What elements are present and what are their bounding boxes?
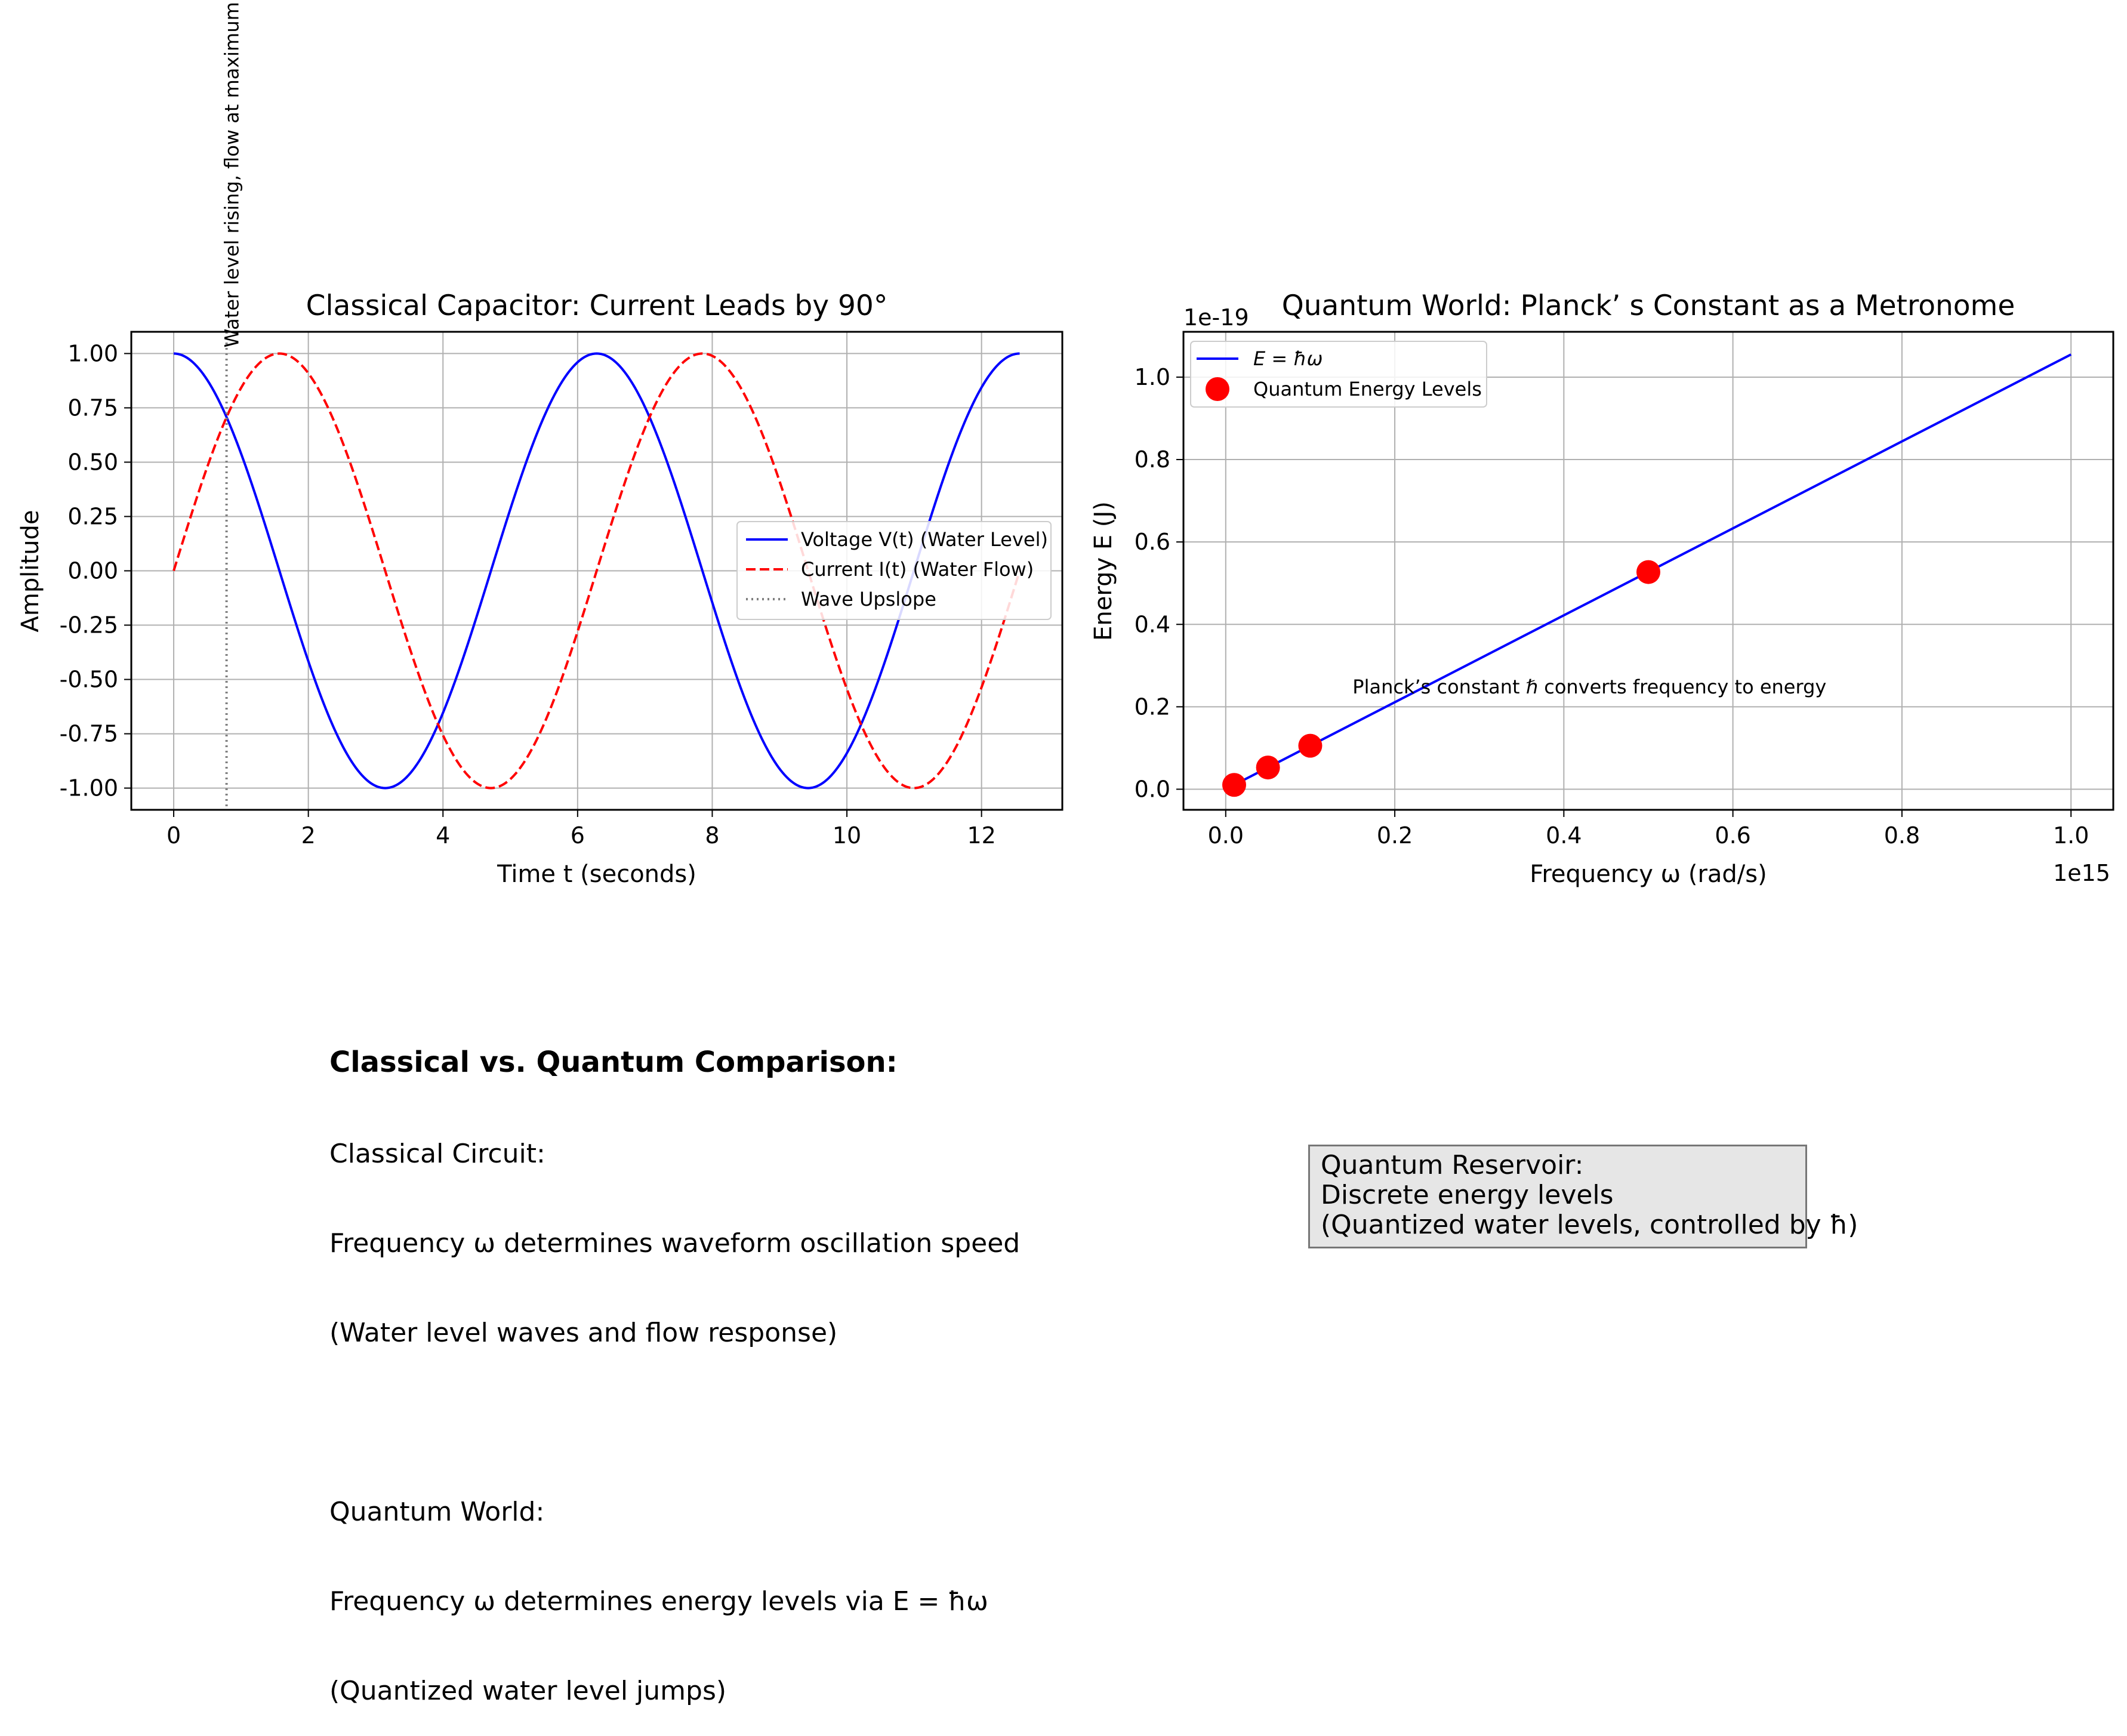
quantum-x-offset: 1e15 xyxy=(2053,860,2110,886)
quantum-y-offset: 1e-19 xyxy=(1183,304,1249,331)
comparison-line: Quantum World: xyxy=(329,1497,545,1527)
comparison-line: (Water level waves and flow response) xyxy=(329,1318,838,1348)
quantum-x-tick-label: 0.4 xyxy=(1546,822,1582,849)
quantum-x-tick-label: 0.2 xyxy=(1377,822,1413,849)
comparison-title: Classical vs. Quantum Comparison: xyxy=(329,1046,898,1079)
quantum-title: Quantum World: Planck’ s Constant as a M… xyxy=(1282,289,2015,322)
reservoir-line: Quantum Reservoir: xyxy=(1321,1150,1584,1180)
quantum-y-tick-label: 1.0 xyxy=(1135,364,1170,390)
quantum-reservoir-box: Quantum Reservoir: Discrete energy level… xyxy=(1308,1145,1858,1248)
legend-energy-levels-label: Quantum Energy Levels xyxy=(1253,378,1482,400)
legend-energy-line-label: E = ħω xyxy=(1253,347,1323,370)
comparison-line: Frequency ω determines energy levels via… xyxy=(329,1586,988,1617)
capacitor-y-tick-label: 0.25 xyxy=(67,503,118,529)
energy-level-point xyxy=(1298,733,1323,758)
quantum-y-tick-label: 0.6 xyxy=(1135,529,1170,555)
quantum-legend-box xyxy=(1190,341,1487,408)
quantum-chart: 0.0 0.2 0.4 0.6 0.8 1.0 0.0 0.2 0.4 0.6 0.8 1.0 Qua… xyxy=(1090,289,2114,888)
capacitor-x-tick-label: 8 xyxy=(705,822,719,849)
capacitor-legend: Voltage V(t) (Water Level) Current I(t) … xyxy=(736,521,1052,620)
quantum-plot-frame xyxy=(1182,331,2114,811)
capacitor-x-tick-label: 4 xyxy=(436,822,450,849)
capacitor-y-tick-label: -0.50 xyxy=(60,667,118,693)
quantum-legend: E = ħω Quantum Energy Levels xyxy=(1190,341,1487,408)
current-series-line xyxy=(172,352,1021,790)
capacitor-x-tick-label: 12 xyxy=(967,822,995,849)
quantum-y-axis-label: Energy E (J) xyxy=(1090,501,1117,641)
reservoir-line: (Quantized water levels, controlled by ħ… xyxy=(1321,1210,1858,1240)
capacitor-series xyxy=(172,332,1021,810)
capacitor-y-tick-label: -1.00 xyxy=(60,775,118,801)
capacitor-y-tick-label: 0.50 xyxy=(67,449,118,475)
energy-level-point xyxy=(1222,773,1246,797)
capacitor-chart: 0 2 4 6 8 10 12 1.00 0.75 0.50 0.25 0.00 -0.25 -0.50 -… xyxy=(17,2,1064,888)
comparison-line xyxy=(329,1408,1020,1438)
capacitor-x-tick-label: 0 xyxy=(167,822,181,849)
quantum-x-tick-label: 0.8 xyxy=(1884,822,1920,849)
legend-voltage-label: Voltage V(t) (Water Level) xyxy=(801,528,1048,551)
quantum-x-tick-label: 0.6 xyxy=(1715,822,1750,849)
comparison-line: (Quantized water level jumps) xyxy=(329,1676,727,1706)
figure: 0 2 4 6 8 10 12 1.00 0.75 0.50 0.25 0.00 -0.25 -0.50 -… xyxy=(17,2,2114,888)
comparison-line: Frequency ω determines waveform oscillat… xyxy=(329,1228,1021,1259)
capacitor-y-tick-label: 1.00 xyxy=(67,340,118,366)
quantum-y-tick-label: 0.8 xyxy=(1135,446,1170,473)
capacitor-y-tick-label: -0.25 xyxy=(60,612,118,639)
legend-current-label: Current I(t) (Water Flow) xyxy=(801,558,1034,581)
capacitor-y-tick-label: -0.75 xyxy=(60,721,118,747)
voltage-series-line xyxy=(173,352,1020,790)
energy-level-point xyxy=(1256,756,1280,780)
legend-energy-levels-swatch xyxy=(1206,377,1229,401)
quantum-annotation: Planck’s constant ℏ converts frequency t… xyxy=(1352,676,1826,698)
capacitor-annotation: Water level rising, flow at maximum xyxy=(221,2,243,347)
capacitor-legend-box xyxy=(736,521,1052,620)
capacitor-x-axis-label: Time t (seconds) xyxy=(497,861,696,888)
quantum-y-tick-label: 0.2 xyxy=(1135,693,1170,720)
legend-upslope-label: Wave Upslope xyxy=(801,588,936,610)
capacitor-x-tick-label: 6 xyxy=(571,822,585,849)
comparison-summary: Classical vs. Quantum Comparison: Classi… xyxy=(329,988,1020,1736)
energy-level-point xyxy=(1636,560,1660,584)
capacitor-y-tick-label: 0.75 xyxy=(67,394,118,421)
capacitor-title: Classical Capacitor: Current Leads by 90… xyxy=(306,289,888,322)
capacitor-y-tick-label: 0.00 xyxy=(67,558,118,584)
comparison-line: Classical Circuit: xyxy=(329,1139,545,1169)
reservoir-line: Discrete energy levels xyxy=(1321,1180,1614,1210)
quantum-x-axis-label: Frequency ω (rad/s) xyxy=(1530,861,1767,888)
quantum-y-tick-label: 0.4 xyxy=(1135,611,1170,637)
quantum-y-tick-label: 0.0 xyxy=(1135,776,1170,802)
quantum-ticks: 0.0 0.2 0.4 0.6 0.8 1.0 0.0 0.2 0.4 0.6 0.8 1.0 xyxy=(1135,364,2089,849)
capacitor-x-tick-label: 10 xyxy=(833,822,861,849)
quantum-grid xyxy=(1183,332,2113,810)
quantum-x-tick-label: 1.0 xyxy=(2053,822,2089,849)
capacitor-y-axis-label: Amplitude xyxy=(17,510,44,633)
capacitor-ticks: 0 2 4 6 8 10 12 1.00 0.75 0.50 0.25 0.00 -0.25 -0.50 -… xyxy=(60,340,996,849)
quantum-x-tick-label: 0.0 xyxy=(1208,822,1244,849)
quantum-series xyxy=(1222,353,2072,797)
capacitor-x-tick-label: 2 xyxy=(301,822,316,849)
